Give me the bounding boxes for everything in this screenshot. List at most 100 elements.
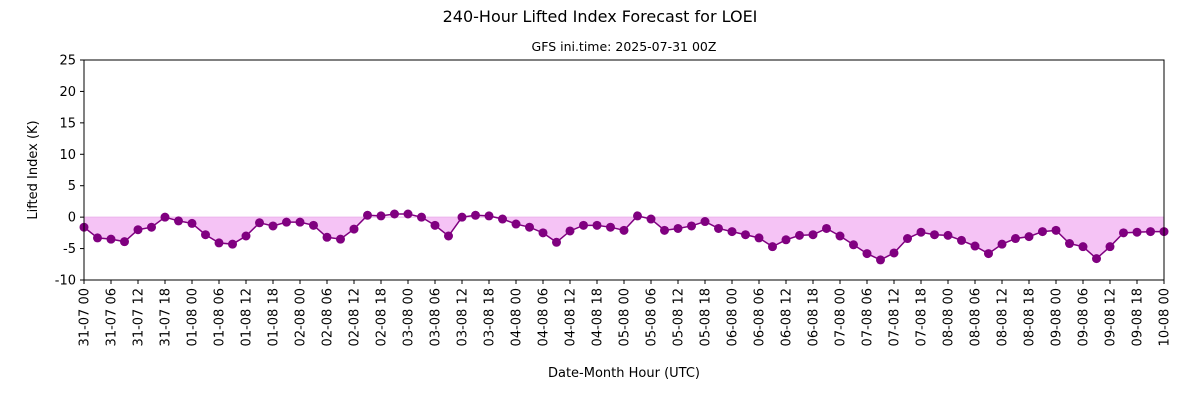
x-tick-label: 02-08 06 xyxy=(321,288,336,346)
x-tick-label: 02-08 18 xyxy=(375,288,390,346)
data-point xyxy=(930,230,939,240)
data-points-layer xyxy=(79,209,1169,265)
data-point xyxy=(1119,228,1128,238)
x-tick-label: 07-08 18 xyxy=(915,288,930,346)
data-point xyxy=(1092,254,1101,264)
chart-title: 240-Hour Lifted Index Forecast for LOEI xyxy=(443,7,758,26)
data-point xyxy=(187,218,197,228)
data-point xyxy=(687,221,696,231)
data-point xyxy=(579,220,588,230)
data-point xyxy=(174,216,183,226)
data-point xyxy=(1146,227,1155,237)
data-point xyxy=(1132,227,1142,237)
x-tick-label: 06-08 00 xyxy=(726,288,741,346)
data-point xyxy=(511,219,521,229)
data-point xyxy=(255,218,264,228)
data-point xyxy=(606,222,615,232)
data-point xyxy=(133,225,143,235)
data-point xyxy=(106,234,116,244)
data-point xyxy=(1051,225,1061,235)
data-point xyxy=(889,248,899,258)
x-tick-label: 08-08 06 xyxy=(969,288,984,346)
data-point xyxy=(781,235,791,245)
x-tick-label: 01-08 06 xyxy=(213,288,228,346)
data-point xyxy=(417,212,426,222)
data-point xyxy=(322,232,332,242)
data-point xyxy=(471,210,480,220)
data-point xyxy=(997,239,1007,249)
data-point xyxy=(592,220,602,230)
data-point xyxy=(822,223,831,233)
data-point xyxy=(538,228,548,238)
x-tick-label: 03-08 00 xyxy=(402,288,417,346)
x-tick-label: 08-08 18 xyxy=(1023,288,1038,346)
x-tick-label: 02-08 12 xyxy=(348,288,363,346)
x-tick-label: 01-08 12 xyxy=(240,288,255,346)
data-point xyxy=(444,231,453,241)
data-point xyxy=(268,221,278,231)
data-point xyxy=(349,224,359,234)
data-point xyxy=(673,223,683,233)
x-tick-label: 06-08 06 xyxy=(753,288,768,346)
x-tick-label: 09-08 06 xyxy=(1077,288,1092,346)
x-tick-label: 03-08 12 xyxy=(456,288,471,346)
data-point xyxy=(201,230,210,240)
data-point xyxy=(93,233,102,243)
x-tick-label: 31-07 18 xyxy=(159,288,174,346)
data-point xyxy=(619,225,629,235)
data-point xyxy=(835,231,845,241)
data-point xyxy=(336,234,345,244)
data-point xyxy=(120,237,129,247)
data-point xyxy=(754,233,764,243)
data-point xyxy=(403,209,413,219)
data-point xyxy=(849,240,858,250)
x-tick-label: 05-08 12 xyxy=(672,288,687,346)
data-point xyxy=(714,223,723,233)
data-point xyxy=(390,209,399,219)
x-tick-label: 10-08 00 xyxy=(1158,288,1173,346)
y-tick-label: 5 xyxy=(68,179,76,194)
data-point xyxy=(984,249,993,259)
x-tick-label: 31-07 06 xyxy=(105,288,120,346)
chart-subtitle: GFS ini.time: 2025-07-31 00Z xyxy=(532,39,717,54)
data-point xyxy=(363,210,372,220)
data-point xyxy=(916,227,926,237)
data-point xyxy=(1038,227,1047,237)
y-tick-label: 15 xyxy=(59,116,76,131)
data-point xyxy=(700,217,710,227)
y-tick-label: 20 xyxy=(59,85,76,100)
data-point xyxy=(741,230,750,240)
data-point xyxy=(876,255,885,265)
y-tick-label: 0 xyxy=(68,211,76,226)
x-tick-label: 04-08 06 xyxy=(537,288,552,346)
data-point xyxy=(309,220,318,230)
data-point xyxy=(808,230,818,240)
data-point xyxy=(525,222,534,232)
data-point xyxy=(565,226,575,236)
x-tick-label: 09-08 12 xyxy=(1104,288,1119,346)
data-point xyxy=(457,212,467,222)
data-point xyxy=(633,211,642,221)
data-point xyxy=(282,217,291,227)
x-tick-label: 31-07 00 xyxy=(78,288,93,346)
data-point xyxy=(1105,242,1115,252)
x-tick-label: 06-08 12 xyxy=(780,288,795,346)
x-tick-label: 04-08 12 xyxy=(564,288,579,346)
x-tick-label: 09-08 18 xyxy=(1131,288,1146,346)
x-tick-label: 05-08 18 xyxy=(699,288,714,346)
x-tick-label: 01-08 00 xyxy=(186,288,201,346)
data-point xyxy=(943,230,953,240)
data-point xyxy=(660,225,669,235)
data-point xyxy=(498,214,507,224)
x-tick-label: 04-08 18 xyxy=(591,288,606,346)
data-point xyxy=(957,235,966,245)
x-tick-label: 03-08 18 xyxy=(483,288,498,346)
data-point xyxy=(970,241,980,251)
data-point xyxy=(795,230,804,240)
y-tick-label: 10 xyxy=(59,148,76,163)
data-point xyxy=(228,239,237,249)
y-tick-label: 25 xyxy=(59,54,76,69)
data-point xyxy=(430,220,440,230)
x-tick-label: 02-08 00 xyxy=(294,288,309,346)
